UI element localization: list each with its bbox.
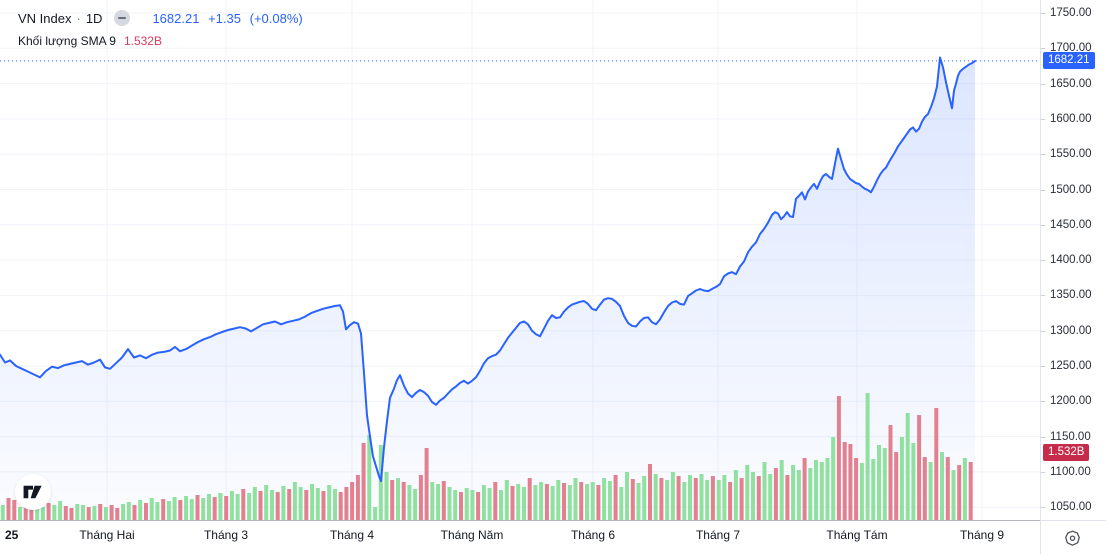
axis-corner (1040, 520, 1106, 554)
time-axis-month-label: Tháng Hai (79, 528, 135, 542)
time-axis[interactable]: 25 Tháng Hai Tháng 3 Tháng 4 Tháng Năm Tháng … (0, 520, 1040, 554)
price-axis-label: 1400.00 (1050, 254, 1092, 267)
tradingview-logo-glyph (23, 485, 42, 499)
symbol-separator: · (76, 10, 81, 26)
time-axis-month-label: Tháng 9 (959, 528, 1005, 542)
time-axis-year-label: 25 (5, 528, 19, 542)
price-axis-label: 1550.00 (1050, 148, 1092, 161)
indicator-name: Khối lượng SMA 9 (18, 34, 116, 48)
price-axis-tick (1041, 154, 1045, 156)
price-change-percent: (+0.08%) (249, 10, 303, 26)
last-price-badge: 1682.21 (1043, 52, 1095, 70)
price-axis-tick (1041, 189, 1045, 191)
price-axis-label: 1150.00 (1050, 430, 1091, 443)
price-change-value: +1.35 (208, 10, 241, 26)
last-price-value: 1682.21 (152, 10, 200, 26)
symbol-row: VN Index · 1D 1682.21 +1.35 (+0.08%) (18, 8, 308, 28)
price-axis-tick (1041, 48, 1045, 50)
price-axis-label: 1600.00 (1050, 112, 1092, 125)
price-axis-tick (1041, 224, 1045, 226)
price-axis-tick (1041, 507, 1045, 509)
legend: VN Index · 1D 1682.21 +1.35 (+0.08%) Khố… (18, 8, 308, 50)
minus-icon (118, 17, 127, 19)
settings-gear-icon[interactable] (1063, 529, 1082, 548)
price-axis-label: 1450.00 (1050, 218, 1092, 231)
price-axis-tick (1041, 436, 1045, 438)
indicator-value: 1.532B (123, 34, 162, 48)
price-axis-label: 1200.00 (1050, 395, 1092, 408)
price-axis-tick (1041, 471, 1045, 473)
price-axis-label: 1050.00 (1050, 501, 1092, 514)
price-axis-label: 1650.00 (1050, 77, 1092, 90)
price-axis-label: 1750.00 (1050, 7, 1092, 19)
price-axis-tick (1041, 401, 1045, 403)
price-axis[interactable]: 1682.21 1.532B 1750.00 1700.00 1650.00 1600… (1040, 0, 1106, 520)
price-axis-tick (1041, 83, 1045, 85)
price-axis-label: 1700.00 (1050, 42, 1092, 55)
price-axis-tick (1041, 118, 1045, 120)
indicator-row: Khối lượng SMA 9 1.532B (18, 32, 308, 50)
price-axis-label: 1250.00 (1050, 360, 1092, 372)
volume-value-badge: 1.532B (1043, 443, 1090, 461)
price-chart-canvas[interactable] (0, 0, 1040, 520)
price-axis-tick (1041, 295, 1045, 297)
price-axis-tick (1041, 366, 1045, 367)
time-axis-month-label: Tháng Tám (826, 528, 888, 542)
price-axis-label: 1350.00 (1050, 289, 1092, 302)
price-axis-label: 1300.00 (1050, 324, 1092, 337)
time-axis-month-label: Tháng 3 (203, 528, 249, 542)
tradingview-logo[interactable] (15, 474, 51, 510)
time-axis-month-label: Tháng 7 (695, 528, 741, 542)
time-axis-month-label: Tháng Năm (440, 528, 504, 542)
price-chart-plot[interactable]: VN Index · 1D 1682.21 +1.35 (+0.08%) Khố… (0, 0, 1040, 520)
price-axis-tick (1041, 13, 1045, 14)
price-axis-tick (1041, 260, 1045, 262)
price-axis-tick (1041, 330, 1045, 332)
price-axis-label: 1500.00 (1050, 183, 1092, 196)
time-axis-month-label: Tháng 4 (329, 528, 375, 542)
price-readout: 1682.21 +1.35 (+0.08%) (152, 11, 307, 26)
symbol-name: VN Index (18, 10, 72, 26)
time-axis-month-label: Tháng 6 (570, 528, 616, 542)
visibility-toggle-button[interactable] (114, 10, 131, 26)
price-axis-label: 1100.00 (1050, 465, 1091, 478)
timeframe-label: 1D (85, 10, 103, 26)
